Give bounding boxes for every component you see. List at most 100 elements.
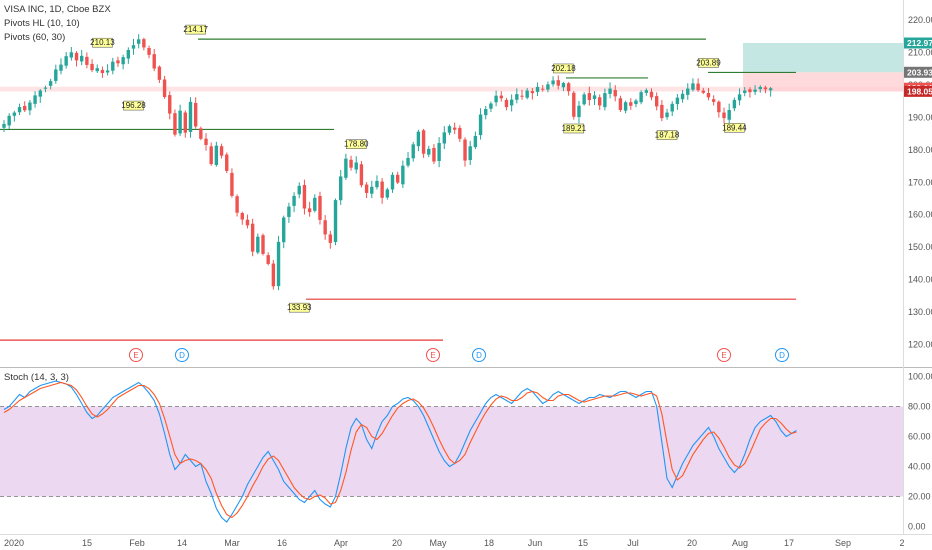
stoch-legend[interactable]: Stoch (14, 3, 3) xyxy=(4,372,69,383)
dividend-marker-label: D xyxy=(179,351,185,360)
candle-body xyxy=(582,94,586,105)
time-tick-label: 15 xyxy=(578,538,588,548)
candle-body xyxy=(665,112,669,118)
candle-body xyxy=(530,91,535,94)
candle-body xyxy=(54,69,58,81)
time-tick-label: May xyxy=(429,538,447,548)
candle-body xyxy=(90,63,94,71)
candle-body xyxy=(701,90,705,93)
stoch-tick-label: 0.00 xyxy=(908,522,926,532)
target-zone xyxy=(743,42,903,73)
candle-body xyxy=(38,90,42,97)
pivot-label: 196.28 xyxy=(121,101,146,110)
pivots-legend[interactable]: Pivots (60, 30) xyxy=(4,32,65,43)
candle-body xyxy=(629,102,633,106)
candle-body xyxy=(219,146,224,156)
candle-body xyxy=(442,132,446,144)
axes: 120.00130.00140.00150.00160.00170.00180.… xyxy=(4,15,932,548)
price-tag xyxy=(904,85,932,97)
stoch-tick-label: 100.00 xyxy=(908,372,932,382)
price-tag xyxy=(904,66,932,78)
candle-body xyxy=(121,57,125,65)
candle-body xyxy=(421,130,426,154)
dividend-marker-label: D xyxy=(779,351,785,360)
time-tick-label: 20 xyxy=(392,538,402,548)
candle-body xyxy=(711,99,716,102)
candle-body xyxy=(364,184,369,193)
price-band xyxy=(0,86,903,92)
candle-body xyxy=(271,263,276,287)
time-tick-label: 17 xyxy=(784,538,794,548)
candle-body xyxy=(768,88,773,91)
pivots-hl-legend[interactable]: Pivots HL (10, 10) xyxy=(4,18,80,29)
candle-body xyxy=(230,172,234,196)
pivot-label: 203.89 xyxy=(696,58,721,67)
grid xyxy=(0,0,932,535)
candle-body xyxy=(592,95,597,99)
candle-body xyxy=(261,235,265,254)
dividend-marker xyxy=(175,348,189,362)
candle-body xyxy=(603,93,607,108)
candle-body xyxy=(147,47,151,55)
candle-body xyxy=(525,90,529,98)
candle-body xyxy=(566,83,571,92)
price-tag xyxy=(904,37,932,49)
candle-body xyxy=(339,176,343,201)
earnings-marker xyxy=(129,348,143,362)
candle-body xyxy=(74,52,79,61)
candle-body xyxy=(64,56,68,66)
candle-body xyxy=(256,236,260,253)
candle-body xyxy=(225,154,229,171)
candle-body xyxy=(344,158,348,178)
candle-body xyxy=(250,223,255,252)
earnings-marker-label: E xyxy=(721,351,726,360)
candle-body xyxy=(696,83,700,91)
candle-body xyxy=(168,95,172,114)
candle-body xyxy=(613,89,617,97)
candle-body xyxy=(644,90,649,93)
pivot-label: 202.18 xyxy=(551,64,576,73)
pivot-label: 189.21 xyxy=(562,124,587,133)
candle-body xyxy=(649,91,654,98)
candle-body xyxy=(23,105,27,111)
earnings-marker-label: E xyxy=(430,351,435,360)
candle-body xyxy=(235,196,239,213)
candle-body xyxy=(142,39,146,48)
candle-body xyxy=(157,66,162,80)
symbol-legend[interactable]: VISA INC, 1D, Cboe BZX xyxy=(4,4,111,15)
candle-body xyxy=(577,105,581,118)
price-tick-label: 140.00 xyxy=(908,274,932,284)
candle-body xyxy=(406,157,410,166)
candle-body xyxy=(468,146,472,161)
candle-body xyxy=(515,94,519,100)
candle-body xyxy=(639,92,643,103)
candle-body xyxy=(427,148,431,155)
candle-body xyxy=(499,95,503,99)
pivots-label: Pivots (60, 30) xyxy=(4,32,66,43)
candle-body xyxy=(551,80,555,85)
candle-body xyxy=(401,165,405,185)
price-tick-label: 160.00 xyxy=(908,210,932,220)
candle-body xyxy=(12,112,17,116)
time-tick-label: Jun xyxy=(528,538,543,548)
pivot-label: 210.13 xyxy=(90,38,115,47)
pivot-labels: 210.13 196.28 214.17 133.93 178.80 202.18 189.… xyxy=(90,24,747,313)
candle-body xyxy=(183,112,187,133)
time-tick-label: 18 xyxy=(484,538,494,548)
stoch-tick-label: 80.00 xyxy=(908,402,931,412)
candle-body xyxy=(214,145,219,165)
candle-body xyxy=(375,180,379,188)
candle-body xyxy=(318,195,322,220)
candle-body xyxy=(100,69,105,74)
candle-body xyxy=(618,98,623,110)
candle-body xyxy=(199,128,203,139)
candle-body xyxy=(432,147,436,162)
candle-body xyxy=(152,54,156,69)
price-tick-label: 190.00 xyxy=(908,112,932,122)
time-tick-label: Apr xyxy=(334,538,348,548)
time-tick-label: 20 xyxy=(687,538,697,548)
time-tick-label: Aug xyxy=(732,538,748,548)
candle-body xyxy=(556,80,560,86)
price-tick-label: 220.00 xyxy=(908,15,932,25)
